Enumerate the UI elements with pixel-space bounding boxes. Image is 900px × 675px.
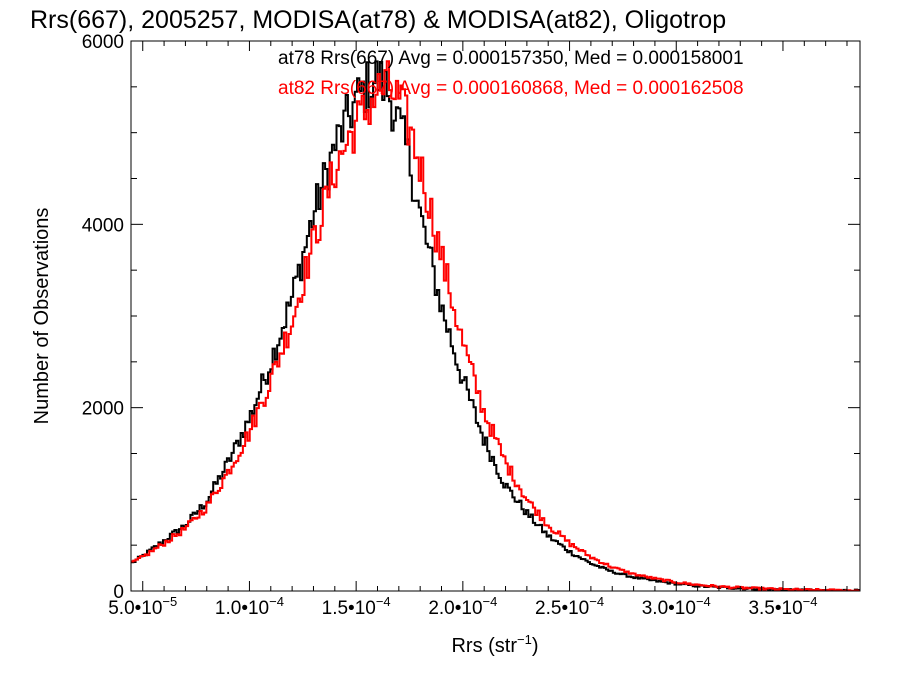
x-tick-label: 5.0•10−5 [108,594,177,619]
y-tick-label: 4000 [82,215,124,236]
x-tick-label: 1.5•10−4 [322,594,391,619]
x-tick-label: 3.0•10−4 [642,594,711,619]
x-tick-label: 2.0•10−4 [428,594,497,619]
histogram-series-1 [131,60,860,591]
y-tick-label: 6000 [82,32,124,53]
x-tick-label: 1.0•10−4 [215,594,284,619]
y-tick-label: 2000 [82,399,124,420]
histogram-series-0 [131,60,860,591]
x-axis-title: Rrs (str−1) [451,632,538,657]
legend-entry-at82: at82 Rrs(667) Avg = 0.000160868, Med = 0… [278,78,744,99]
legend-entry-at78: at78 Rrs(667) Avg = 0.000157350, Med = 0… [278,48,744,69]
chart-title: Rrs(667), 2005257, MODISA(at78) & MODISA… [30,6,726,34]
y-tick-label: 0 [113,582,124,603]
x-tick-label: 3.5•10−4 [748,594,817,619]
x-tick-label: 2.5•10−4 [535,594,604,619]
y-axis-title: Number of Observations [31,208,53,425]
